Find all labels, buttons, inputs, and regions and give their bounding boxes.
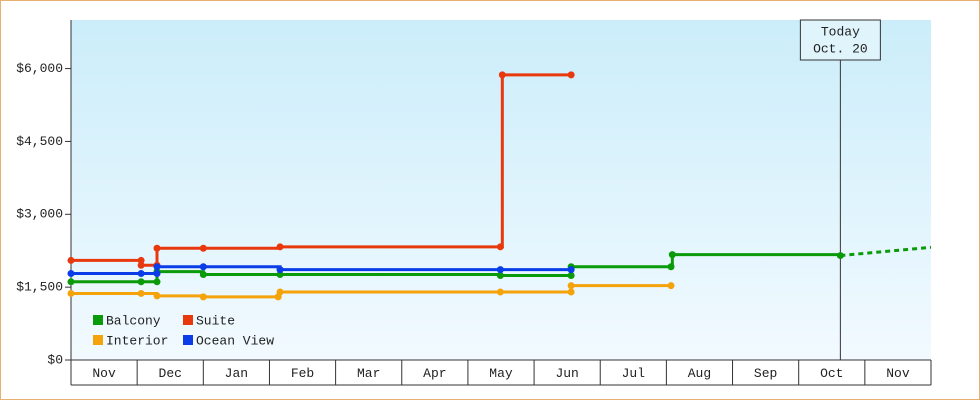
legend-swatch [183,315,193,325]
today-box [799,19,881,61]
legend-swatch [183,335,193,345]
price-point [137,278,145,286]
x-tick-label: Feb [291,366,314,381]
price-point [496,243,504,251]
y-tick-label: $0 [47,352,63,367]
legend-label: Suite [196,313,235,328]
x-tick-label: Apr [423,366,446,381]
price-point [137,270,145,278]
price-point [199,293,207,301]
legend-swatch [93,335,103,345]
x-tick-label: Aug [688,366,711,381]
price-point [567,266,575,274]
legend-label: Ocean View [196,333,274,348]
y-tick-label: $4,500 [16,134,63,149]
price-point [276,271,284,279]
x-tick-label: Jan [225,366,248,381]
x-tick-label: Dec [159,366,182,381]
legend-swatch [93,315,103,325]
price-point [276,266,284,274]
today-label: Oct. 20 [813,41,868,56]
x-tick-label: May [489,366,513,381]
price-point [137,261,145,269]
today-label: Today [821,24,860,39]
price-point [199,271,207,279]
price-point [153,244,161,252]
price-point [199,263,207,271]
x-tick-label: Sep [754,366,777,381]
price-point [567,271,575,279]
x-tick-label: Mar [357,366,380,381]
price-point [137,256,145,264]
price-point [67,256,75,264]
price-point [276,288,284,296]
x-tick-label: Nov [886,366,910,381]
price-point [496,288,504,296]
price-point [199,244,207,252]
y-tick-label: $6,000 [16,61,63,76]
price-point [567,282,575,290]
price-point [496,271,504,279]
price-point [567,288,575,296]
x-tick-label: Nov [92,366,116,381]
price-point [836,252,844,260]
x-tick-label: Jul [622,366,646,381]
price-point [668,251,676,259]
price-point [276,243,284,251]
price-point [153,278,161,286]
price-point [667,263,675,271]
price-point [567,71,575,79]
y-tick-label: $1,500 [16,280,63,295]
price-point [153,292,161,300]
x-tick-label: Oct [820,366,843,381]
legend-label: Interior [106,333,168,348]
legend-label: Balcony [106,313,161,328]
price-point [137,289,145,297]
y-tick-label: $3,000 [16,207,63,222]
price-point [667,282,675,290]
x-tick-label: Jun [555,366,578,381]
forecast-line [840,245,932,258]
price-point [67,270,75,278]
price-point [496,266,504,274]
price-point [67,289,75,297]
price-point [498,71,506,79]
price-point [67,278,75,286]
price-point [153,263,161,271]
price-point [153,270,161,278]
